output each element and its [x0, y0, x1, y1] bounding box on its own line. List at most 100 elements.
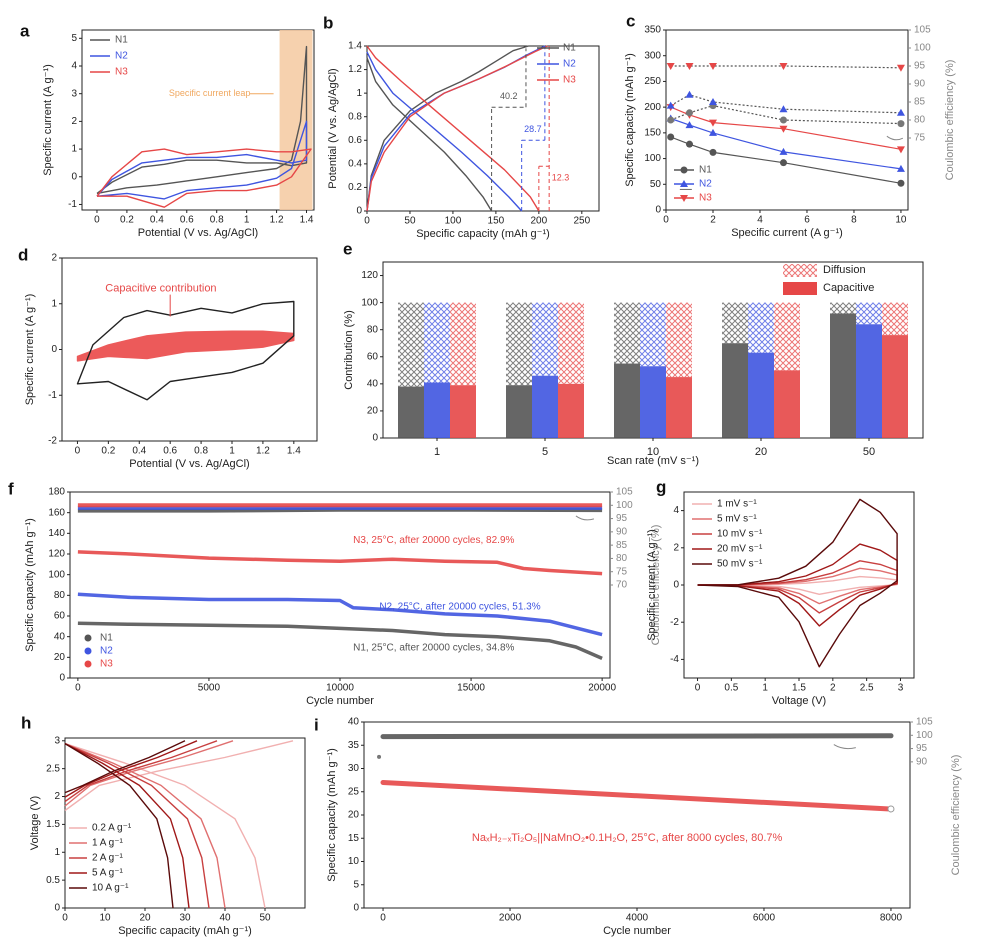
bar-capacitive — [506, 385, 532, 438]
series-N1 — [77, 621, 603, 661]
bar-diffusion — [666, 302, 692, 378]
capacitive-area — [76, 330, 295, 362]
legend-swatch-capacitive — [783, 282, 817, 295]
x-tick-label: 15000 — [457, 683, 485, 694]
y-tick-label: 350 — [644, 25, 661, 36]
y2-tick-label: 105 — [616, 487, 633, 498]
y-axis-label: Specific current (A g⁻¹) — [24, 294, 36, 406]
bar-capacitive — [856, 324, 882, 438]
bar-capacitive — [666, 377, 692, 438]
y-tick-label: 1.5 — [46, 819, 60, 830]
y-tick-label: 80 — [367, 324, 379, 335]
y-tick-label: 0.5 — [46, 875, 60, 886]
panel-d: 0 0.2 0.4 0.6 0.8 1 1.2 1.4 -2 -1 0 1 2 Potential (V … — [18, 245, 318, 470]
panel-label: a — [20, 21, 30, 40]
y-tick-label: 0 — [71, 171, 77, 182]
x-tick-label: 0.6 — [163, 446, 177, 457]
panel-i: 0 2000 4000 6000 8000 0 5 10 15 20 25 30 35 40 90 95 100… — [314, 715, 962, 936]
charge-curve-3 — [64, 740, 198, 798]
x-tick-label: 10 — [99, 913, 111, 924]
y-tick-label: -2 — [670, 617, 679, 628]
x-tick-label: 2.5 — [860, 683, 874, 694]
y-tick-label: 0 — [356, 206, 362, 217]
charge-curve-0 — [64, 740, 294, 812]
legend-label: 1 mV s⁻¹ — [717, 499, 757, 510]
y-tick-label: 1 — [54, 847, 60, 858]
y-tick-label: 2.5 — [46, 763, 60, 774]
marker-circle — [685, 140, 693, 148]
bar-capacitive — [640, 366, 666, 438]
y-tick-label: 0.8 — [348, 111, 362, 122]
panel-c: 0 2 4 6 8 10050100150200250300350758085909510… — [624, 11, 956, 238]
series-N3 — [77, 550, 603, 576]
panel-b: 0 50 100 150 200 250 0 0.2 0.4 0.6 0.8 1 1.2 1.4 Speci… — [323, 13, 600, 240]
y-tick-label: 0 — [54, 903, 60, 914]
y-tick-label: 20 — [54, 652, 66, 663]
marker-triangle-down — [666, 63, 675, 70]
x-tick-label: 1 — [229, 446, 235, 457]
x-axis-label: Potential (V vs. Ag/AgCl) — [138, 227, 258, 239]
y-tick-label: 0.2 — [348, 182, 362, 193]
x-tick-label: 0.2 — [101, 446, 115, 457]
y-tick-label: 1 — [71, 144, 77, 155]
y-tick-label: 50 — [650, 179, 662, 190]
y-tick-label: 0.4 — [348, 158, 362, 169]
x-axis-label: Specific current (A g⁻¹) — [731, 227, 843, 239]
y-tick-label: 0.6 — [348, 135, 362, 146]
y-tick-label: 1 — [51, 298, 57, 309]
x-axis-label: Potential (V vs. Ag/AgCl) — [129, 458, 249, 470]
y-axis-label: Voltage (V) — [29, 796, 41, 850]
legend-label: N3 — [699, 193, 712, 204]
x-tick-label: 0 — [62, 913, 68, 924]
x-tick-label: 0.4 — [132, 446, 146, 457]
x-tick-label: 50 — [404, 216, 416, 227]
bar-diffusion — [450, 302, 476, 386]
y-axis-label: Contribution (%) — [343, 310, 355, 389]
y2-tick-label: 95 — [616, 513, 628, 524]
y-tick-label: 120 — [48, 549, 65, 560]
y-tick-label: 2 — [71, 116, 77, 127]
legend-label: 5 mV s⁻¹ — [717, 514, 757, 525]
bar-capacitive — [424, 382, 450, 438]
bar-diffusion — [506, 302, 532, 386]
panel-label: g — [656, 477, 666, 496]
y-tick-label: 1 — [356, 88, 362, 99]
x-tick-label: 0 — [380, 913, 386, 924]
y2-tick-label: 90 — [914, 79, 926, 90]
y2-tick-label: 70 — [616, 580, 628, 591]
y2-tick-label: 100 — [916, 730, 933, 741]
legend-label: N2 — [115, 51, 128, 62]
arrow-right — [575, 515, 595, 521]
legend-marker — [84, 660, 92, 668]
bar-capacitive — [398, 386, 424, 438]
marker-triangle — [779, 147, 788, 155]
marker-triangle — [666, 101, 675, 109]
legend-marker — [84, 647, 92, 655]
x-axis-label: Cycle number — [603, 925, 671, 937]
y-tick-label: 1.4 — [348, 41, 362, 52]
discharge-curve-2 — [64, 742, 210, 909]
marker-circle — [779, 159, 787, 167]
x-tick-label: 10 — [895, 215, 907, 226]
x-axis-label: Specific capacity (mAh g⁻¹) — [118, 925, 252, 937]
discharge-curve-3 — [64, 742, 190, 909]
marker-triangle — [685, 90, 694, 98]
bar-diffusion — [856, 302, 882, 325]
x-tick-label: 8000 — [880, 913, 903, 924]
bar-diffusion — [532, 302, 558, 376]
legend-swatch-diffusion — [783, 264, 817, 277]
panel-label: i — [314, 715, 319, 734]
legend-label: 1 A g⁻¹ — [92, 838, 124, 849]
y-tick-label: 200 — [644, 102, 661, 113]
bar-diffusion — [882, 302, 908, 336]
y2-tick-label: 95 — [914, 61, 926, 72]
series-N2 — [77, 592, 603, 637]
y2-axis-label: Coulombic efficiency (%) — [944, 60, 956, 181]
x-tick-label: 10000 — [326, 683, 354, 694]
panel-g: 0 0.5 1 1.5 2 2.5 3 -4 -2 0 2 4 Voltage (V) Specific … — [646, 477, 915, 707]
y2-tick-label: 100 — [914, 43, 931, 54]
marker-circle — [779, 116, 787, 124]
x-tick-label: 0 — [94, 215, 100, 226]
